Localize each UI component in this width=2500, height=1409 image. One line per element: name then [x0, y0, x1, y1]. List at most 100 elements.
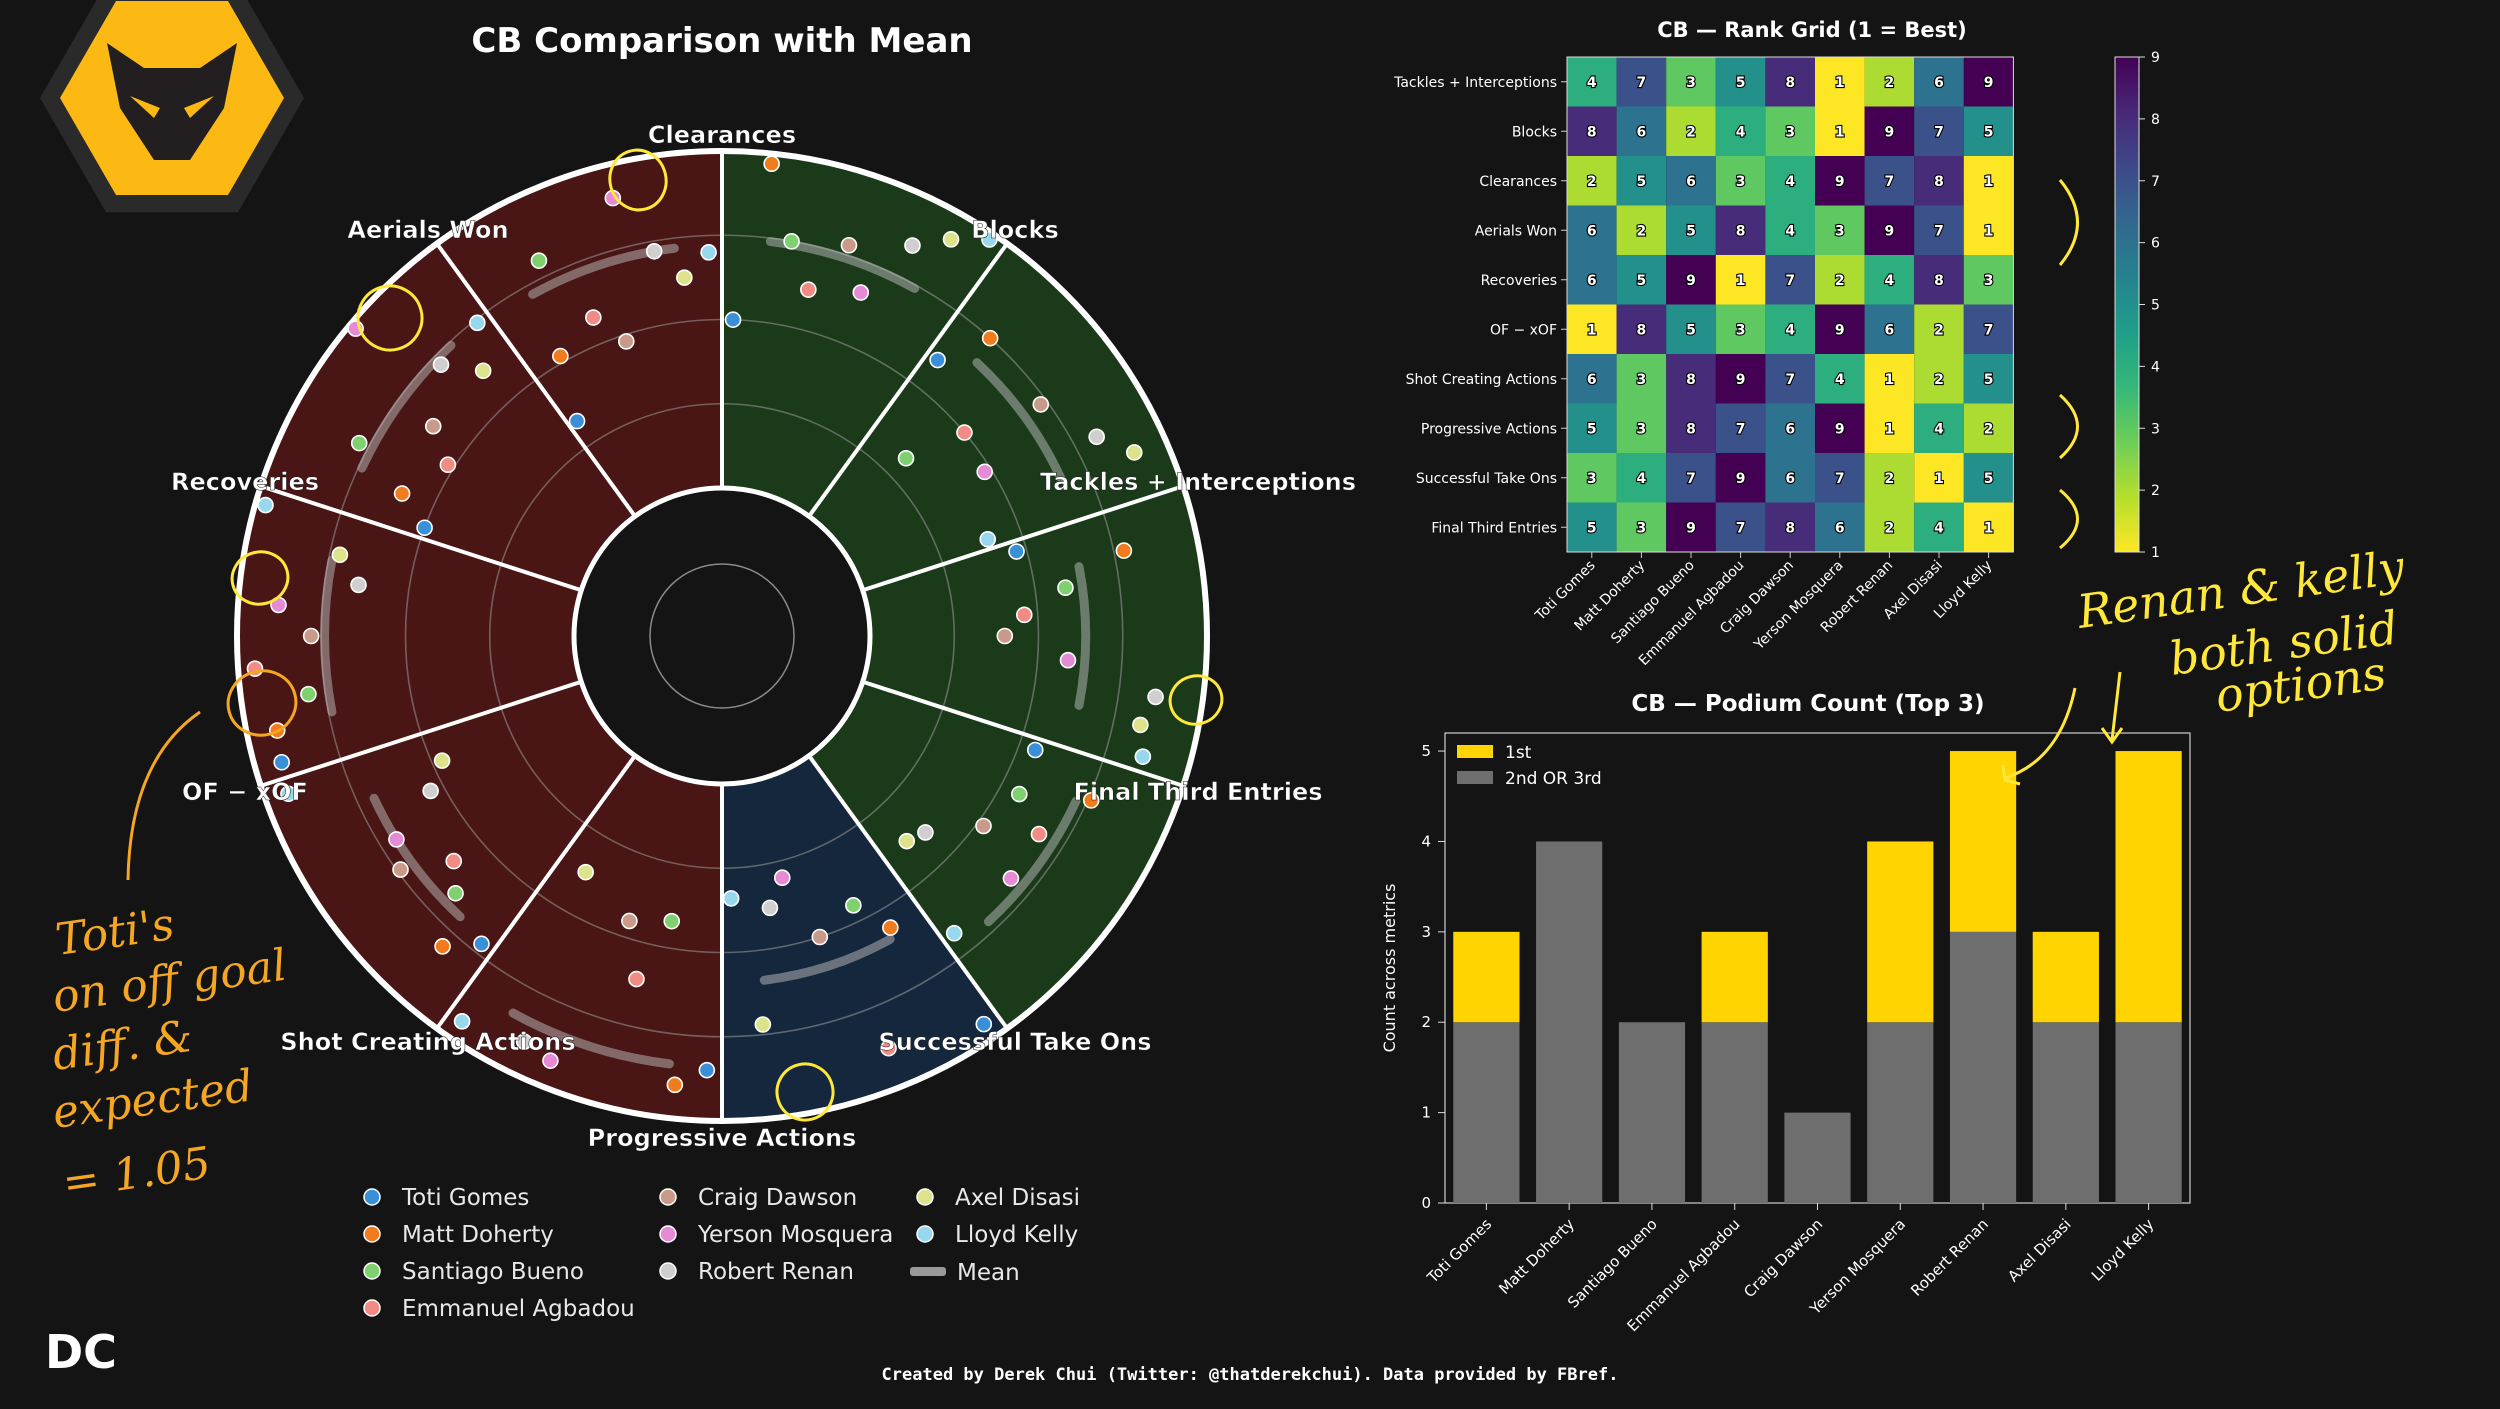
- point-matt-doherty-4: [981, 329, 999, 347]
- heatmap-cell: [1963, 403, 2014, 453]
- bar-second-third-5: [1867, 1022, 1934, 1203]
- heatmap-cell-value: 1: [1984, 223, 1994, 239]
- heatmap-cell-value: 9: [1686, 273, 1696, 289]
- heatmap-cell-value: 1: [1835, 124, 1845, 140]
- bar-second-third-6: [1949, 931, 2017, 1203]
- heatmap-cell-value: 4: [1587, 75, 1597, 91]
- rank-grid-heatmap: CB — Rank Grid (1 = Best) 4 7 3 5 8 1 2 6 9 8 6 2 4 3 1…: [1393, 18, 2160, 669]
- point-matt-doherty-8: [666, 1076, 684, 1094]
- heatmap-cell: [1616, 502, 1667, 552]
- heatmap-cell: [1864, 403, 1915, 453]
- sector-divider-7: [807, 754, 1009, 1030]
- heatmap-cell: [1864, 255, 1915, 305]
- point-yerson-mosquera-7: [773, 869, 791, 887]
- colorbar-tick-label: 4: [2151, 359, 2160, 375]
- heatmap-cell: [1666, 205, 1716, 255]
- bar-second-third-8: [2115, 1022, 2182, 1203]
- heatmap-cell: [1864, 354, 1915, 404]
- point-santiago-bueno-9: [447, 885, 464, 902]
- heatmap-cell: [1666, 403, 1716, 453]
- point-toti-gomes-4: [929, 351, 946, 369]
- heatmap-cell: [1765, 205, 1815, 255]
- bar-first-7: [2032, 931, 2099, 1023]
- point-robert-renan-9: [422, 782, 439, 800]
- heatmap-cell-value: 7: [1785, 273, 1795, 289]
- bar-first-0: [1453, 931, 1520, 1023]
- annotation-bracket-1: [2058, 393, 2079, 460]
- heatmap-cell-value: 4: [1835, 372, 1845, 388]
- outer-ring: [234, 148, 1210, 1124]
- legend-marker-5: [659, 1225, 677, 1243]
- point-axel-disasi-1: [474, 362, 492, 380]
- point-robert-renan-1: [432, 356, 450, 373]
- point-lloyd-kelly-9: [280, 785, 297, 803]
- heatmap-cell: [1864, 453, 1915, 503]
- point-craig-dawson-7: [811, 928, 829, 946]
- bar-first-5: [1867, 841, 1934, 1023]
- point-axel-disasi-0: [331, 546, 349, 564]
- heatmap-row-label: Recoveries: [1481, 273, 1557, 289]
- point-lloyd-kelly-4: [979, 530, 997, 548]
- metric-label-3: Final Third Entries: [1073, 778, 1322, 806]
- point-santiago-bueno-5: [1057, 579, 1074, 597]
- heatmap-cell-value: 3: [1984, 273, 1994, 289]
- heatmap-cell-value: 6: [1785, 421, 1795, 437]
- heatmap-cell: [1715, 453, 1766, 503]
- podium-bar-chart: CB — Podium Count (Top 3) 0 1 2 3 4 5 Count acr…: [1380, 691, 2191, 1335]
- bar-ytick-label: 1: [1421, 1104, 1431, 1122]
- bar-first-8: [2115, 751, 2182, 1023]
- heatmap-cell-value: 5: [1587, 520, 1597, 536]
- point-toti-gomes-7: [975, 1015, 993, 1033]
- colorbar-tick-label: 5: [2151, 298, 2160, 314]
- heatmap-cell-value: 3: [1686, 75, 1696, 91]
- heatmap-cell: [1963, 453, 2014, 503]
- heatmap-cell: [1815, 106, 1865, 156]
- point-emmanuel-agbadou-8: [628, 970, 645, 988]
- heatmap-cell-value: 9: [1736, 471, 1746, 487]
- heatmap-cell: [1815, 354, 1865, 404]
- colorbar-tick-label: 7: [2151, 174, 2160, 190]
- point-toti-gomes-9: [473, 935, 490, 953]
- point-yerson-mosquera-5: [1059, 651, 1077, 669]
- heatmap-cell-value: 3: [1637, 372, 1647, 388]
- sector-divider-4: [807, 242, 1009, 518]
- heatmap-row-label: Aerials Won: [1475, 223, 1557, 239]
- mean-arc-7: [759, 934, 895, 985]
- radial-legend: Toti Gomes Matt Doherty Santiago Bueno Emma…: [363, 1185, 1080, 1322]
- heatmap-cell-value: 9: [1885, 223, 1895, 239]
- bar-legend-label-0: 1st: [1505, 743, 1532, 763]
- point-toti-gomes-5: [1008, 543, 1025, 560]
- point-robert-renan-6: [917, 824, 934, 841]
- heatmap-cell: [1914, 57, 1964, 107]
- heatmap-cell-value: 1: [1885, 421, 1895, 437]
- point-yerson-mosquera-6: [1002, 870, 1020, 887]
- legend-marker-0: [363, 1188, 381, 1206]
- mean-arc-0: [320, 555, 337, 717]
- heatmap-cell: [1815, 156, 1865, 206]
- annotation-circle-recoveries: [230, 550, 290, 606]
- point-emmanuel-agbadou-9: [445, 852, 463, 870]
- legend-label-6: Robert Renan: [698, 1259, 854, 1285]
- heatmap-cell-value: 9: [1835, 421, 1845, 437]
- heatmap-cell: [1765, 453, 1815, 503]
- radial-title: CB Comparison with Mean: [471, 21, 972, 61]
- heatmap-cell: [1864, 106, 1915, 156]
- heatmap-cell: [1963, 502, 2014, 552]
- point-matt-doherty-1: [393, 485, 411, 502]
- heatmap-cell: [1567, 156, 1617, 206]
- heatmap-cell-value: 9: [1686, 520, 1696, 536]
- heatmap-cell-value: 6: [1587, 223, 1597, 239]
- heatmap-cell: [1666, 57, 1716, 107]
- heatmap-cell-value: 5: [1984, 124, 1994, 140]
- sector-6: [808, 681, 1184, 1029]
- heatmap-cell: [1864, 57, 1915, 107]
- heatmap-cell: [1616, 57, 1667, 107]
- colorbar-tick-label: 2: [2151, 483, 2160, 499]
- heatmap-cell-value: 2: [1637, 223, 1647, 239]
- heatmap-cell-value: 3: [1637, 421, 1647, 437]
- annotation-arrowhead-renan: [2001, 764, 2021, 786]
- heatmap-cell: [1616, 354, 1667, 404]
- point-toti-gomes-8: [698, 1061, 716, 1079]
- heatmap-cell: [1765, 354, 1815, 404]
